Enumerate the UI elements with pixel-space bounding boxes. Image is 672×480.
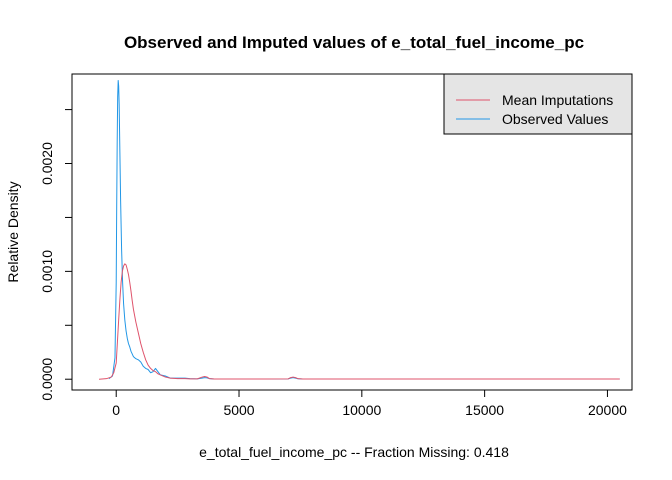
legend-entry-label: Mean Imputations [502, 92, 613, 108]
y-tick-label: 0.0020 [39, 142, 55, 185]
x-tick-label: 15000 [465, 402, 504, 418]
x-tick-label: 5000 [223, 402, 254, 418]
series-layer [98, 79, 620, 380]
series-line-mean-imputations [98, 263, 620, 380]
y-axis-label: Relative Density [5, 181, 21, 282]
legend-entry-label: Observed Values [502, 111, 608, 127]
legend: Mean Imputations Observed Values [443, 73, 633, 135]
y-tick-label: 0.0000 [39, 358, 55, 401]
x-tick-label: 0 [112, 402, 120, 418]
y-axis: 0.0000 0.0010 0.0020 [39, 109, 73, 401]
x-tick-label: 20000 [588, 402, 627, 418]
x-axis-label: e_total_fuel_income_pc -- Fraction Missi… [199, 444, 509, 460]
legend-box [443, 73, 633, 135]
x-axis: 0 5000 10000 15000 20000 [112, 389, 627, 418]
chart-title: Observed and Imputed values of e_total_f… [124, 33, 584, 52]
x-tick-label: 10000 [342, 402, 381, 418]
y-tick-label: 0.0010 [39, 250, 55, 293]
